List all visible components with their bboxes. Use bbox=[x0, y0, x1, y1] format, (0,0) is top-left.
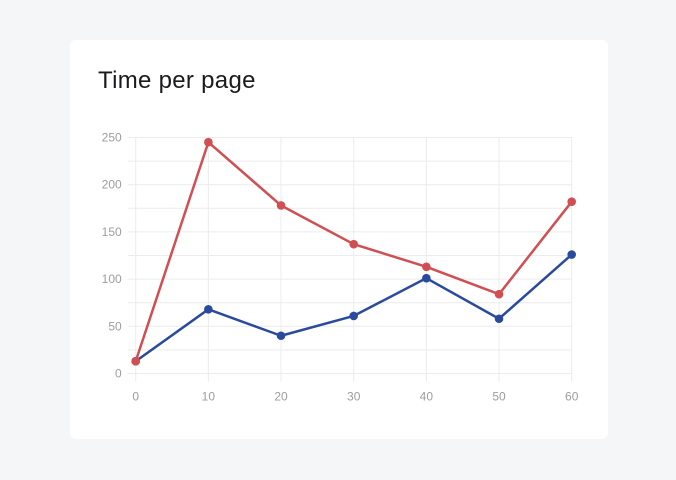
data-point-red bbox=[131, 356, 140, 366]
data-point-red bbox=[567, 197, 576, 206]
data-point-blue bbox=[276, 331, 286, 341]
data-point-red bbox=[494, 289, 504, 299]
x-axis-tick-label: 10 bbox=[202, 390, 216, 404]
y-axis-tick-label: 100 bbox=[102, 272, 122, 286]
y-axis-tick-label: 250 bbox=[102, 131, 122, 145]
data-point-blue bbox=[567, 250, 576, 259]
x-axis-tick-label: 20 bbox=[274, 390, 288, 404]
y-axis-tick-label: 150 bbox=[102, 225, 122, 239]
chart-card: Time per page 0 50 100 150 200 250 0 10 20 30 40 50… bbox=[70, 40, 608, 439]
data-point-red bbox=[204, 137, 213, 147]
y-axis-tick-label: 200 bbox=[102, 178, 122, 192]
data-point-blue bbox=[204, 305, 213, 314]
y-axis-tick-label: 50 bbox=[108, 319, 122, 333]
y-axis-tick-label: 0 bbox=[115, 367, 122, 381]
data-point-red bbox=[349, 239, 359, 249]
chart-title: Time per page bbox=[98, 67, 256, 94]
x-axis-tick-label: 40 bbox=[420, 390, 434, 404]
x-axis-tick-label: 30 bbox=[347, 390, 361, 404]
time-per-page-line-chart: 0 50 100 150 200 250 0 10 20 30 40 50 60 bbox=[102, 131, 579, 404]
data-point-blue bbox=[494, 314, 504, 324]
x-axis-tick-label: 0 bbox=[132, 390, 139, 404]
x-axis-tick-label: 60 bbox=[565, 390, 579, 404]
data-point-blue bbox=[422, 273, 431, 283]
data-point-red bbox=[422, 262, 431, 272]
x-axis-tick-label: 50 bbox=[492, 390, 506, 404]
data-point-red bbox=[276, 201, 286, 210]
data-point-blue bbox=[349, 311, 359, 321]
